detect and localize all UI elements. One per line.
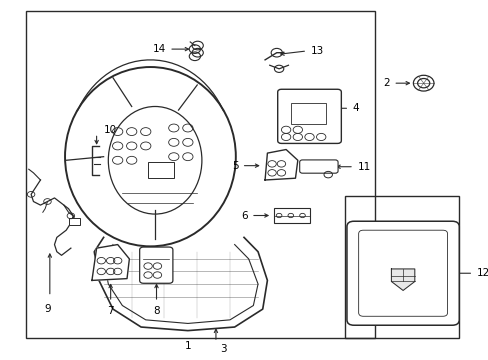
FancyBboxPatch shape [140,247,173,283]
Text: 10: 10 [103,125,117,135]
Text: 11: 11 [357,162,370,172]
FancyBboxPatch shape [277,89,341,143]
Text: 2: 2 [383,78,389,88]
Text: 14: 14 [152,44,165,54]
Ellipse shape [108,107,202,214]
Bar [26,12,374,338]
Text: 3: 3 [220,344,227,354]
Text: 9: 9 [44,304,51,314]
Text: 12: 12 [476,268,488,278]
FancyBboxPatch shape [299,160,337,173]
Bar [68,219,80,225]
Bar [344,196,458,338]
Polygon shape [264,149,297,180]
Polygon shape [92,244,129,280]
Text: 8: 8 [153,306,160,315]
Bar [290,103,325,125]
Bar [274,208,309,223]
Text: 7: 7 [107,306,114,315]
Text: 6: 6 [241,211,247,221]
Text: 13: 13 [310,46,323,56]
Text: 4: 4 [352,103,359,113]
Bar [148,162,173,178]
Text: 1: 1 [184,341,191,351]
Polygon shape [390,269,414,291]
Text: 5: 5 [231,161,238,171]
FancyBboxPatch shape [346,221,458,325]
